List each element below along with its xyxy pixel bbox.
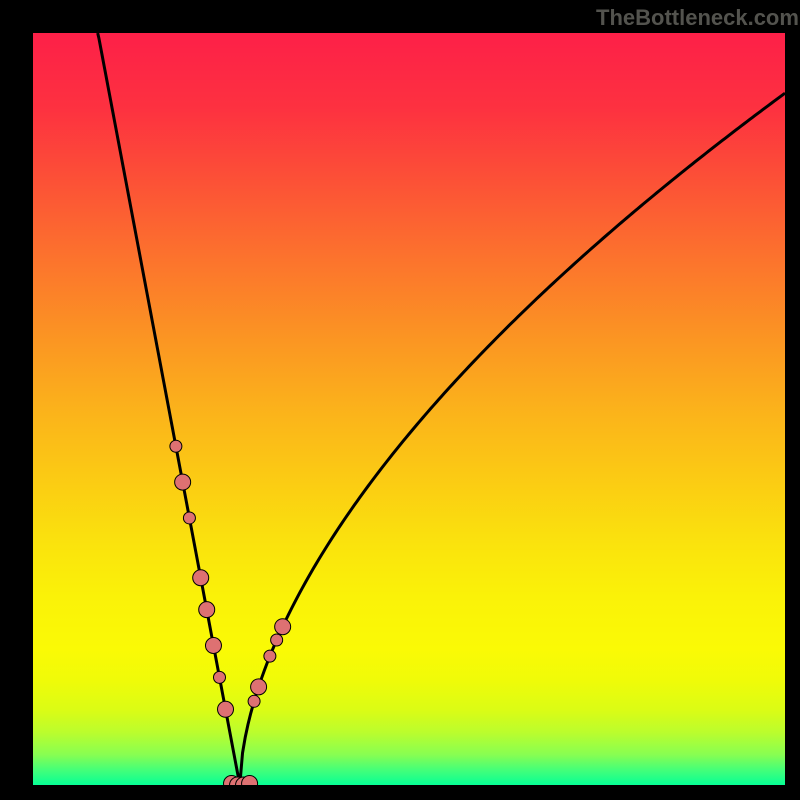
data-marker bbox=[214, 671, 226, 683]
data-marker bbox=[199, 602, 215, 618]
gradient-background bbox=[33, 33, 785, 785]
data-marker bbox=[271, 634, 283, 646]
data-marker bbox=[170, 440, 182, 452]
data-marker bbox=[205, 638, 221, 654]
data-marker bbox=[264, 650, 276, 662]
watermark-text: TheBottleneck.com bbox=[596, 5, 799, 31]
data-marker bbox=[218, 701, 234, 717]
data-marker bbox=[175, 474, 191, 490]
data-marker bbox=[251, 679, 267, 695]
data-marker bbox=[248, 695, 260, 707]
data-marker bbox=[275, 619, 291, 635]
data-marker bbox=[193, 570, 209, 586]
plot-svg bbox=[33, 33, 785, 785]
data-marker bbox=[183, 512, 195, 524]
chart-container: TheBottleneck.com bbox=[0, 0, 800, 800]
